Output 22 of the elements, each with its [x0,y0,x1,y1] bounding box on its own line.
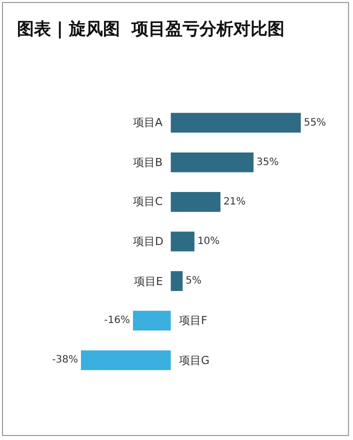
bar [170,192,220,212]
data-label: 55% [304,117,326,128]
bar [132,310,171,331]
bar [80,350,171,370]
data-label: -16% [104,315,130,326]
bar [170,271,183,291]
data-label: 5% [186,276,202,287]
y-tick-label: 项目D [133,235,164,248]
bar [170,112,301,133]
bar [170,152,254,172]
y-tick-label: 项目F [179,314,208,327]
data-label: -38% [52,354,78,366]
y-tick-label: 项目C [133,195,163,208]
chart-title: 图表 | 旋风图 项目盈亏分析对比图 [16,19,285,40]
y-tick-label: 项目A [133,116,163,129]
y-tick-label: 项目E [134,275,163,288]
data-label: 21% [223,196,246,208]
y-tick-label: 项目B [133,156,163,169]
data-label: 10% [197,236,220,247]
bar [170,232,194,252]
y-tick-label: 项目G [179,354,210,367]
data-label: 35% [256,156,279,168]
